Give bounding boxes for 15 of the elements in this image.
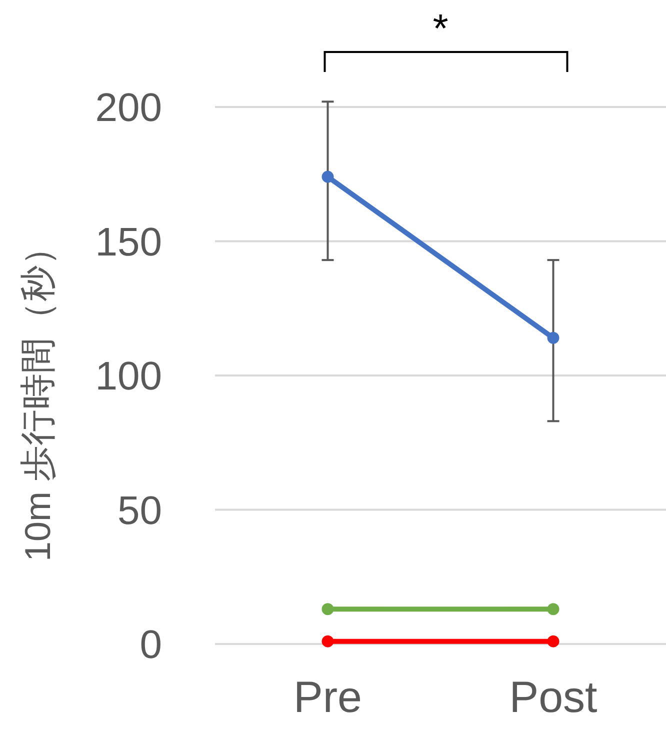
point (322, 603, 334, 616)
point (322, 170, 334, 183)
point (547, 332, 560, 344)
point (322, 635, 334, 648)
text: * (432, 7, 448, 51)
y-tick-label: 200 (95, 86, 162, 130)
y-tick-label: 150 (95, 220, 162, 264)
point (547, 603, 560, 616)
y-axis-title: 10m 歩行時間（秒） (17, 229, 58, 562)
y-tick-label: 50 (118, 488, 162, 533)
y-tick-label: 0 (140, 623, 162, 667)
x-tick-label: Post (509, 673, 598, 722)
point (547, 635, 560, 648)
y-tick-label: 100 (95, 354, 162, 398)
x-tick-label: Pre (294, 673, 362, 722)
